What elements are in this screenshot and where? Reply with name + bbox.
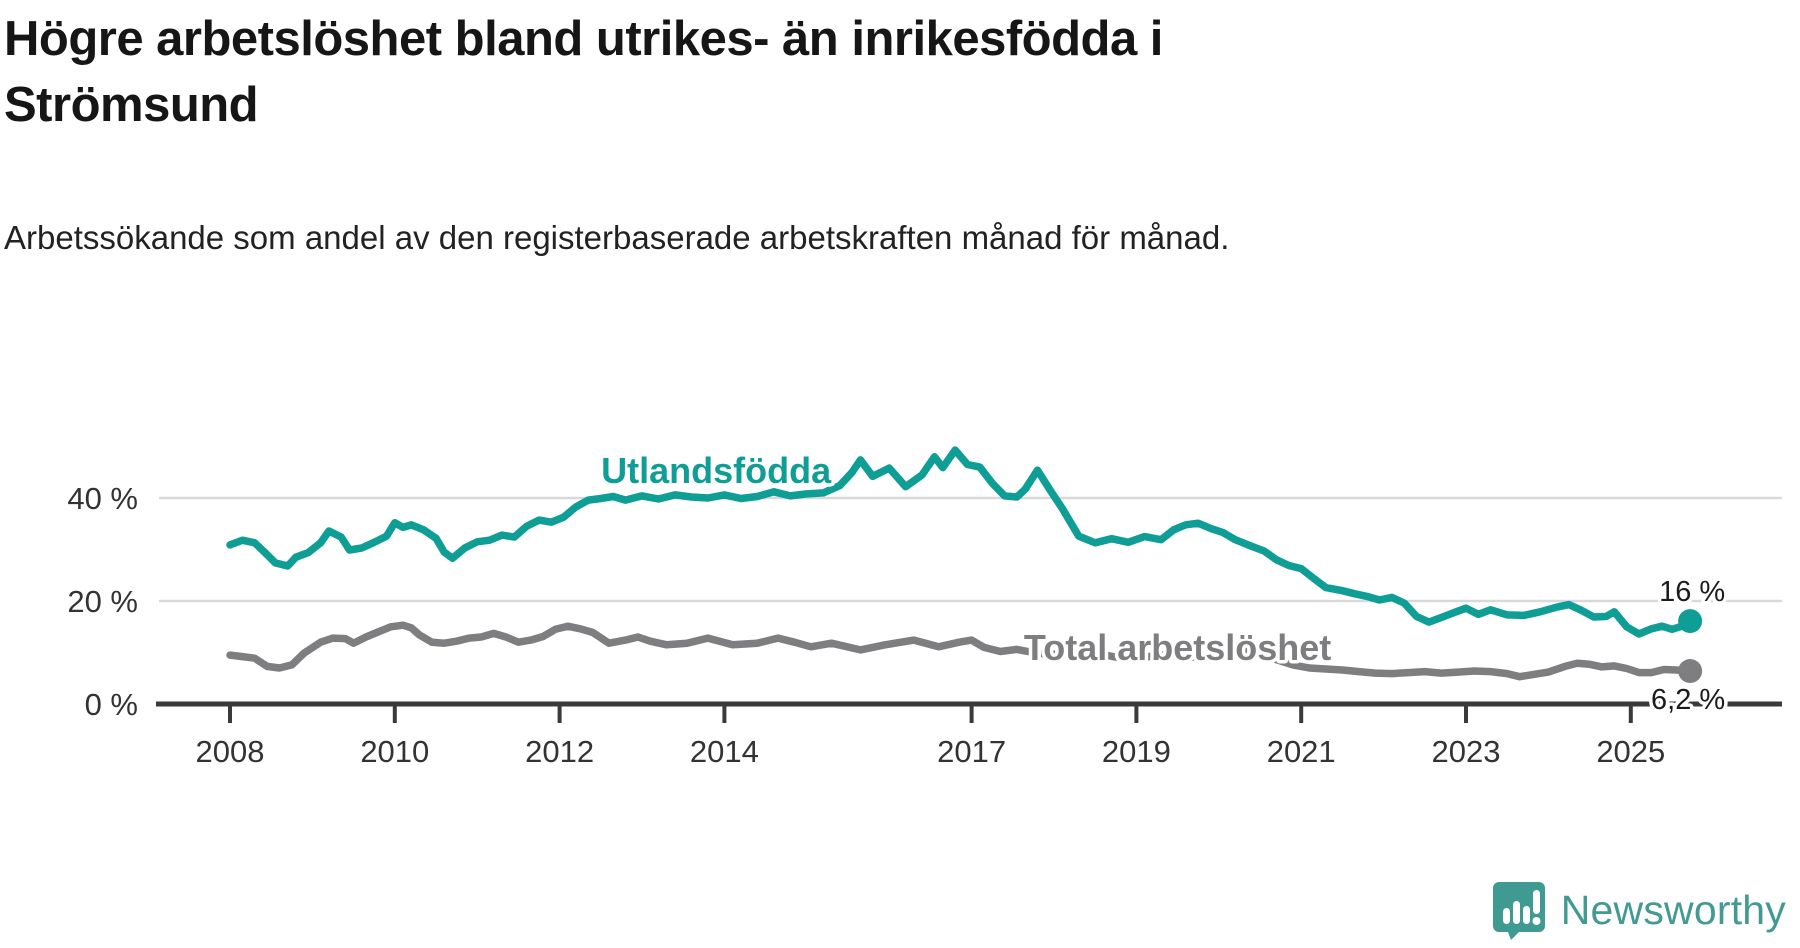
series-end-dot: [1678, 659, 1703, 684]
series-label: Utlandsfödda: [601, 450, 832, 491]
y-tick-label: 0 %: [85, 687, 138, 722]
x-tick-label: 2008: [196, 734, 265, 769]
x-tick-label: 2010: [360, 734, 429, 769]
series-end-dot: [1678, 609, 1703, 634]
branding: Newsworthy: [1491, 880, 1786, 940]
series-label: Total arbetslöshet: [1024, 627, 1331, 668]
x-tick-label: 2014: [690, 734, 759, 769]
x-tick-label: 2017: [937, 734, 1006, 769]
series-end-value-label: 6,2 %: [1651, 684, 1725, 716]
chart-title: Högre arbetslöshet bland utrikes- än inr…: [4, 12, 1163, 133]
x-tick-label: 2019: [1102, 734, 1171, 769]
series-line-total-arbetsl-shet: [226, 621, 1694, 681]
chart-subtitle: Arbetssökande som andel av den registerb…: [4, 219, 1230, 256]
x-tick-label: 2025: [1596, 734, 1665, 769]
series-end-value-label: 16 %: [1659, 576, 1725, 608]
newsworthy-logo-icon: [1492, 882, 1545, 940]
x-tick-label: 2023: [1432, 734, 1501, 769]
y-tick-label: 20 %: [67, 584, 138, 619]
series-line-utlandsf-dda: [226, 446, 1694, 638]
y-tick-label: 40 %: [67, 481, 138, 516]
x-tick-label: 2021: [1267, 734, 1336, 769]
x-tick-label: 2012: [525, 734, 594, 769]
newsworthy-logo-text: Newsworthy: [1560, 886, 1786, 933]
